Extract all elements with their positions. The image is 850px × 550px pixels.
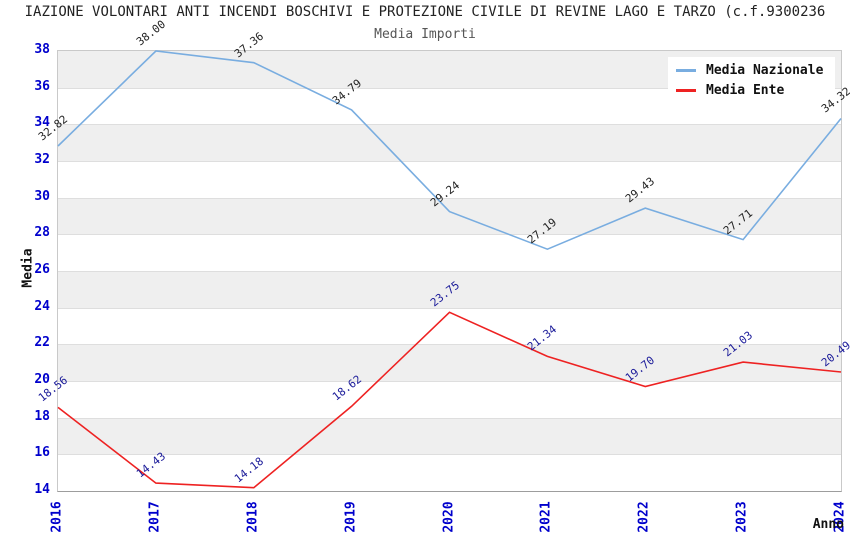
x-tick-label: 2023: [734, 501, 750, 533]
legend-label: Media Ente: [706, 83, 785, 98]
y-tick-label: 16: [34, 445, 50, 461]
legend-item-1: Media Ente: [676, 83, 823, 98]
gridline: [58, 87, 841, 89]
gridline: [58, 271, 841, 272]
plot-band: [58, 307, 841, 345]
plot-band: [58, 381, 841, 418]
y-tick-label: 28: [34, 225, 50, 241]
legend-label: Media Nazionale: [706, 63, 824, 78]
gridline: [58, 454, 841, 456]
legend-swatch-icon: [676, 89, 696, 92]
y-tick-label: 34: [34, 115, 50, 131]
plot-band: [58, 271, 841, 308]
x-tick-label: 2022: [636, 501, 652, 533]
legend-swatch-icon: [676, 69, 696, 72]
y-tick-label: 32: [34, 152, 50, 167]
plot-area: [57, 50, 842, 492]
legend-item-0: Media Nazionale: [676, 63, 823, 78]
legend: Media Nazionale Media Ente: [668, 57, 836, 104]
y-tick-label: 36: [34, 78, 50, 94]
y-tick-label: 14: [34, 482, 50, 497]
y-tick-label: 30: [34, 188, 50, 204]
gridline: [58, 161, 841, 162]
plot-band: [58, 234, 841, 271]
plot-band: [58, 124, 841, 161]
gridline: [58, 197, 841, 199]
x-tick-label: 2017: [147, 501, 163, 533]
gridline: [58, 124, 841, 126]
plot-band: [58, 344, 841, 381]
x-tick-label: 2021: [538, 501, 554, 533]
x-tick-label: 2018: [245, 501, 261, 533]
gridline: [58, 344, 841, 346]
x-axis-title: Anno: [812, 517, 844, 532]
plot-band: [58, 417, 841, 455]
x-tick-label: 2020: [441, 501, 456, 533]
gridline: [58, 417, 841, 419]
x-tick-label: 2016: [49, 501, 65, 533]
y-tick-label: 38: [34, 42, 50, 57]
y-tick-label: 22: [34, 335, 50, 351]
plot-band: [58, 197, 841, 235]
series-line-0: [57, 50, 842, 251]
gridline: [58, 307, 841, 309]
y-tick-label: 20: [34, 372, 50, 387]
y-tick-label: 18: [34, 408, 50, 424]
chart-subtitle: Media Importi: [374, 27, 476, 42]
series-lines: [57, 50, 842, 489]
y-tick-label: 26: [34, 262, 50, 277]
y-tick-label: 24: [34, 298, 50, 314]
x-tick-label: 2019: [343, 501, 359, 533]
series-line-1: [57, 311, 842, 489]
chart-title: IAZIONE VOLONTARI ANTI INCENDI BOSCHIVI …: [24, 4, 826, 20]
plot-band: [58, 161, 841, 198]
gridline: [58, 381, 841, 382]
gridline: [58, 234, 841, 236]
